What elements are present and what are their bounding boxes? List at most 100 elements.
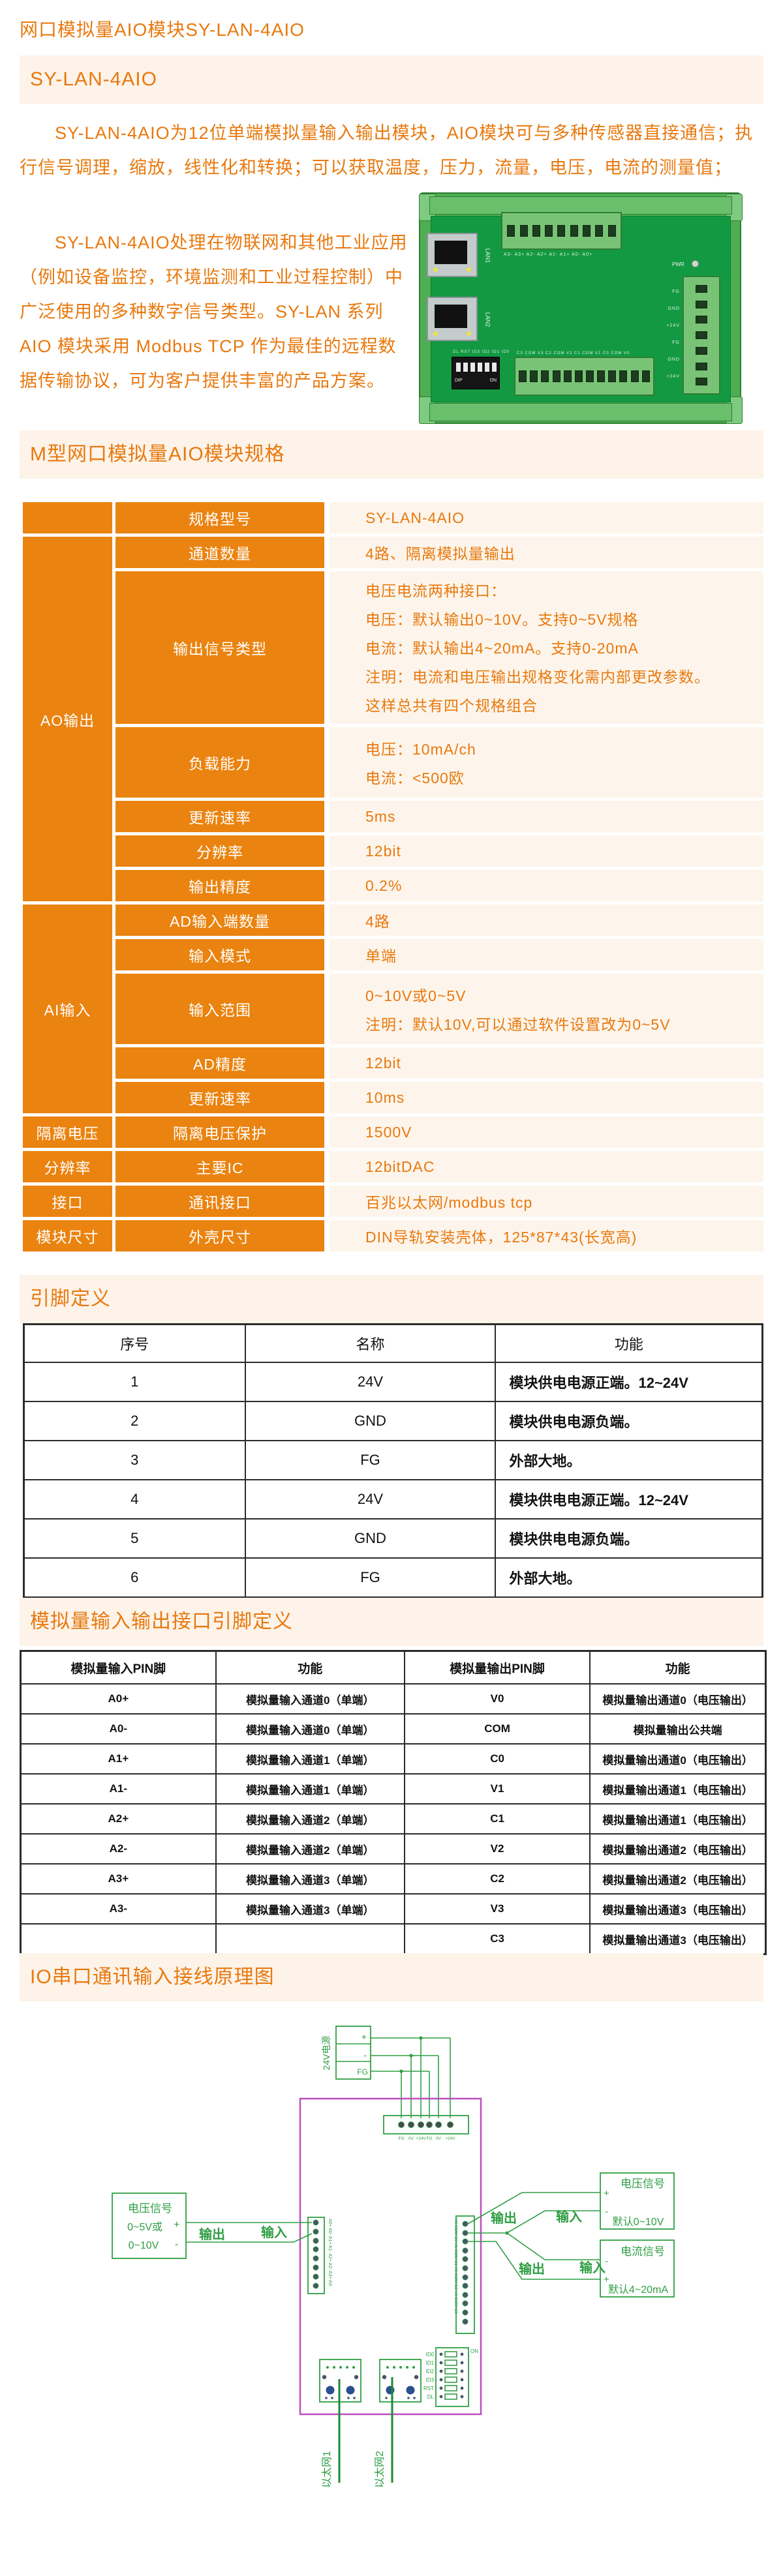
- table-row: 6 FG 外部大地。: [23, 1557, 763, 1598]
- page-title: 网口模拟量AIO模块SY-LAN-4AIO: [20, 20, 305, 40]
- svg-text:默认4~20mA: 默认4~20mA: [608, 2284, 668, 2296]
- top-pin-label: FG: [426, 2136, 432, 2141]
- right-connector-pin-labels: V0 COM C0 V1 COM C1 V2 COM C2 V3 COM C3: [453, 2219, 458, 2314]
- spec-group-isolation: 隔离电压: [23, 1116, 112, 1148]
- table-row: 3 FG 外部大地。: [23, 1440, 763, 1480]
- table-header-row: 序号 名称 功能: [23, 1323, 763, 1363]
- svg-text:0~10V: 0~10V: [129, 2240, 159, 2251]
- table-row: 1 24V 模块供电电源正端。12~24V: [23, 1362, 763, 1402]
- dip-row-label: ID0: [426, 2352, 435, 2358]
- rj45-opening: [435, 241, 467, 264]
- table-header-row: 模拟量输入PIN脚 功能 模拟量输出PIN脚 功能: [20, 1650, 767, 1685]
- table-row: A1+ 模拟量输入通道1（单端） C0 模拟量输出通道0（电压输出）: [20, 1743, 767, 1775]
- analog-input-connector: [307, 2217, 325, 2294]
- section-title-analog-pins: 模拟量输入输出接口引脚定义: [20, 1598, 763, 1646]
- rj45-footprint-2: [379, 2359, 422, 2403]
- table-row: A2- 模拟量输入通道2（单端） V2 模拟量输出通道2（电压输出）: [20, 1833, 767, 1865]
- left-connector-pin-labels: A0+ A0- A1+ A1- A2+ A2- A3+ A3-: [328, 2219, 332, 2288]
- top-pin-label: +24V: [416, 2136, 426, 2141]
- pwr-led: [692, 260, 699, 267]
- dip-footprint: [435, 2347, 469, 2407]
- led: [467, 267, 471, 272]
- top-pin-label: 0V: [408, 2136, 414, 2141]
- lan1-port: [427, 233, 478, 277]
- power-terminal: [683, 276, 720, 395]
- psu-pin-minus: -: [363, 2050, 367, 2060]
- svg-text:+: +: [604, 2188, 609, 2199]
- rj45-footprint-1: [319, 2359, 361, 2403]
- svg-text:电流信号: 电流信号: [621, 2245, 665, 2258]
- table-row: A0- 模拟量输入通道0（单端） COM 模拟量输出公共端: [20, 1713, 767, 1745]
- dip-switch: DIP ON: [452, 357, 500, 389]
- svg-text:-: -: [605, 2256, 608, 2267]
- spec-group-empty: [23, 502, 112, 533]
- top-pin-label: FG: [398, 2136, 404, 2141]
- analog-input-pin-labels: A3- A3+ A2- A2+ A1- A1+ A0- A0+: [504, 252, 593, 257]
- spec-row: AD输入端数量 4路: [115, 905, 763, 936]
- spec-group-size: 模块尺寸: [23, 1220, 112, 1251]
- spec-row: 通道数量 4路、隔离模拟量输出: [115, 537, 763, 568]
- voltage-source-box: [112, 2193, 187, 2259]
- table-row: 2 GND 模块供电电源负端。: [23, 1401, 763, 1441]
- spec-row: 负载能力 电压：10mA/ch 电流：<500欧: [115, 727, 763, 798]
- table-row: A3+ 模拟量输入通道3（单端） C2 模拟量输出通道2（电压输出）: [20, 1863, 767, 1895]
- in-label: 输入: [261, 2224, 287, 2240]
- spec-row: 通讯接口 百兆以太网/modbus tcp: [115, 1186, 763, 1217]
- psu-title: 24V电源: [321, 2036, 331, 2071]
- spec-row: 输入范围 0~10V或0~5V 注明：默认10V,可以通过软件设置改为0~5V: [115, 974, 763, 1044]
- analog-io-table: 模拟量输入PIN脚 功能 模拟量输出PIN脚 功能 A0+ 模拟量输入通道0（单端…: [20, 1650, 767, 1955]
- out-label: 输出: [519, 2261, 545, 2277]
- led: [433, 267, 438, 272]
- lan2-label: LAN2: [484, 312, 491, 327]
- dip-row-label: ID2: [426, 2369, 435, 2374]
- intro-paragraph-2: SY-LAN-4AIO处理在物联网和其他工业应用（例如设备监控，环境监测和工业过…: [20, 233, 408, 391]
- svg-text:0~5V或: 0~5V或: [127, 2221, 162, 2233]
- terminal-slot: [696, 284, 707, 293]
- spec-row: 主要IC 12bitDAC: [115, 1151, 763, 1182]
- dip-row-label: DL: [427, 2394, 435, 2400]
- spec-row: 外壳尺寸 DIN导轨安装壳体，125*87*43(长宽高): [115, 1220, 763, 1251]
- spec-group-resolution: 分辨率: [23, 1151, 112, 1182]
- pin-definition-table: 序号 名称 功能 1 24V 模块供电电源正端。12~24V 2 GND 模块供电电源负…: [23, 1323, 763, 1598]
- module-board-outline: [299, 2097, 482, 2416]
- svg-text:-: -: [175, 2239, 178, 2250]
- pwr-label: PWR: [672, 262, 684, 267]
- top-pin-label: +24V: [445, 2136, 455, 2141]
- lan2-port: [427, 297, 478, 341]
- spec-row: 输入模式 单端: [115, 939, 763, 970]
- spec-row: 隔离电压保护 1500V: [115, 1116, 763, 1148]
- voltage-source-title: 电压信号: [128, 2202, 172, 2215]
- top-power-connector: [383, 2115, 469, 2134]
- out-label: 输出: [491, 2210, 517, 2226]
- led: [433, 331, 438, 336]
- svg-text:默认0~10V: 默认0~10V: [613, 2216, 664, 2228]
- terminal-slot: [519, 370, 527, 382]
- in-label: 输入: [556, 2209, 582, 2224]
- spec-group-ao: AO输出: [23, 537, 112, 901]
- right-connector-pins: [462, 2221, 468, 2325]
- wiring-diagram: 24V电源 + - FG FG 0V +24V FG 0V +24V 电压信号 …: [112, 2026, 675, 2488]
- dip-on-label: ON: [489, 378, 497, 383]
- spec-row: 更新速率 5ms: [115, 801, 763, 832]
- svg-text:+: +: [604, 2274, 609, 2285]
- analog-output-pin-labels: C3 COM V3 C2 COM V2 C1 COM V1 C0 COM V0: [517, 352, 630, 355]
- spec-row: 分辨率 12bit: [115, 835, 763, 867]
- spec-group-ai: AI输入: [23, 905, 112, 1113]
- spec-row: 规格型号 SY-LAN-4AIO: [115, 502, 763, 533]
- svg-text:电压信号: 电压信号: [621, 2178, 665, 2190]
- spec-row: 输出信号类型 电压电流两种接口： 电压：默认输出0~10V。支持0~5V规格 电…: [115, 571, 763, 724]
- psu-box: [335, 2026, 371, 2080]
- current-signal-box: [600, 2239, 675, 2298]
- table-row: C3 模拟量输出通道3（电压输出）: [20, 1923, 767, 1955]
- section-title-pins: 引脚定义: [20, 1275, 763, 1323]
- spec-row: 更新速率 10ms: [115, 1082, 763, 1113]
- ethernet2-label: 以太网2: [374, 2451, 386, 2488]
- spec-row: 输出精度 0.2%: [115, 870, 763, 901]
- spec-row: AD精度 12bit: [115, 1047, 763, 1079]
- dip-on-label: ON: [470, 2348, 478, 2354]
- intro-paragraph-1: SY-LAN-4AIO为12位单端模拟量输入输出模块，AIO模块可与多种传感器直…: [20, 123, 754, 177]
- section-title-wiring: IO串口通讯输入接线原理图: [20, 1953, 763, 2001]
- table-row: A1- 模拟量输入通道1（单端） V1 模拟量输出通道1（电压输出）: [20, 1773, 767, 1805]
- spec-group-interface: 接口: [23, 1186, 112, 1217]
